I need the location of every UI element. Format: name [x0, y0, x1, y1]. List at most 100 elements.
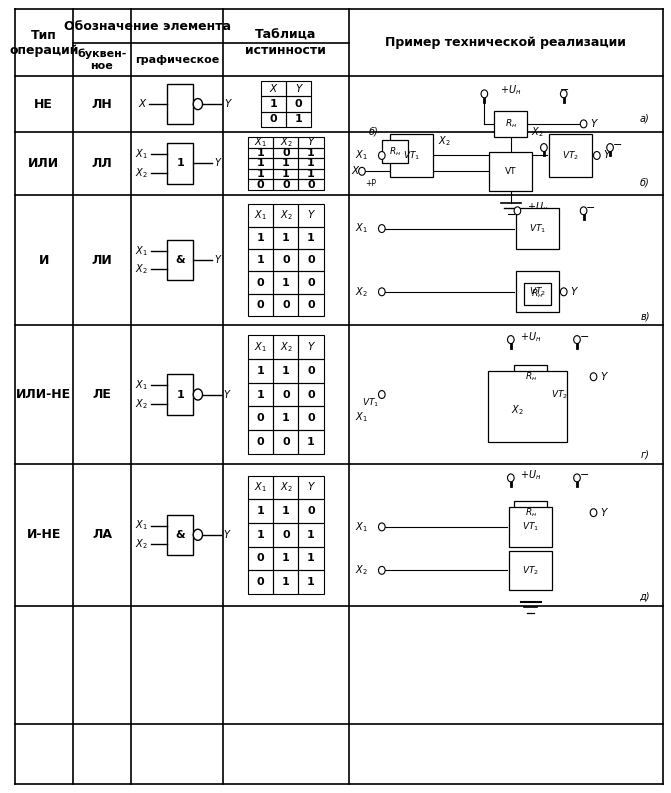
Bar [168, 515, 193, 555]
Text: 1: 1 [257, 147, 264, 158]
Bar [273, 137, 299, 147]
Bar [299, 359, 323, 383]
Text: $-$: $-$ [559, 82, 569, 93]
Bar [382, 140, 408, 163]
Text: Y: Y [215, 159, 220, 168]
Text: $X_2$: $X_2$ [135, 396, 148, 411]
Text: X: X [138, 99, 146, 109]
Bar [248, 293, 273, 316]
Bar [168, 240, 193, 281]
Text: $+U_н$: $+U_н$ [520, 330, 541, 344]
Text: $+U_н$: $+U_н$ [553, 138, 574, 152]
Bar [299, 271, 323, 293]
Text: $VT_1$: $VT_1$ [522, 521, 539, 533]
Text: ЛЛ: ЛЛ [91, 157, 112, 170]
Bar [248, 158, 273, 169]
Text: 0: 0 [282, 179, 290, 190]
Text: Y: Y [224, 99, 231, 109]
Text: 0: 0 [282, 300, 290, 310]
Bar [273, 293, 299, 316]
Text: $+U_н$: $+U_н$ [520, 469, 541, 482]
Bar [299, 476, 323, 500]
Text: $VT_2$: $VT_2$ [529, 285, 546, 298]
Bar [248, 227, 273, 249]
Bar [273, 383, 299, 406]
Text: НЕ: НЕ [34, 98, 53, 110]
Text: 1: 1 [307, 577, 315, 587]
Text: 1: 1 [307, 437, 315, 447]
Text: $X_1$: $X_1$ [254, 136, 267, 149]
Text: г): г) [641, 450, 650, 460]
Text: 1: 1 [257, 233, 264, 243]
Bar [168, 144, 193, 183]
Text: $X_1$: $X_1$ [135, 519, 148, 532]
Text: 0: 0 [270, 114, 277, 125]
Text: 0: 0 [307, 278, 315, 288]
Text: 1: 1 [295, 114, 303, 125]
Text: Y: Y [600, 372, 607, 381]
Text: 0: 0 [257, 554, 264, 564]
Text: 0: 0 [307, 506, 315, 516]
Text: Y: Y [603, 151, 610, 160]
Bar [248, 406, 273, 430]
Bar [248, 546, 273, 570]
Text: $-$: $-$ [612, 138, 622, 148]
Bar [286, 112, 311, 127]
Bar [248, 570, 273, 594]
Circle shape [481, 90, 488, 98]
Text: 1: 1 [307, 554, 315, 564]
Text: X: X [352, 167, 359, 176]
Text: 0: 0 [282, 437, 290, 447]
Text: 1: 1 [257, 255, 264, 265]
Text: $VT_1$: $VT_1$ [403, 149, 420, 162]
Bar [299, 137, 323, 147]
Bar [299, 169, 323, 179]
Circle shape [580, 207, 587, 215]
Bar [273, 476, 299, 500]
Bar [248, 359, 273, 383]
Text: И: И [38, 254, 49, 266]
Text: б): б) [640, 177, 650, 187]
Bar [299, 205, 323, 227]
Text: 1: 1 [257, 366, 264, 376]
Text: Y: Y [600, 508, 607, 518]
Text: $-$: $-$ [585, 201, 595, 210]
Bar [299, 430, 323, 454]
Text: 1: 1 [176, 389, 185, 400]
Bar [299, 158, 323, 169]
Bar [299, 293, 323, 316]
Text: $X_1$: $X_1$ [135, 244, 148, 258]
Circle shape [514, 207, 521, 215]
Bar [299, 546, 323, 570]
Circle shape [560, 288, 567, 296]
Text: 0: 0 [282, 255, 290, 265]
Circle shape [574, 474, 580, 482]
Text: $X_2$: $X_2$ [356, 285, 368, 299]
Bar [299, 249, 323, 271]
Bar [299, 523, 323, 546]
Text: $X_2$: $X_2$ [135, 166, 148, 179]
Text: 1: 1 [282, 366, 290, 376]
Text: $X_2$: $X_2$ [280, 136, 292, 149]
Bar [286, 97, 311, 112]
Bar [248, 271, 273, 293]
Bar [273, 359, 299, 383]
Bar [299, 406, 323, 430]
Text: 1: 1 [257, 159, 264, 168]
Bar [488, 371, 567, 442]
Text: 0: 0 [307, 179, 315, 190]
Bar [261, 97, 286, 112]
Text: ИЛИ-НЕ: ИЛИ-НЕ [16, 388, 71, 401]
Text: $VT_1$: $VT_1$ [362, 396, 379, 408]
Text: Y: Y [308, 482, 314, 492]
Text: $X_2$: $X_2$ [135, 262, 148, 276]
Text: 0: 0 [257, 300, 264, 310]
Bar [168, 84, 193, 125]
Text: а): а) [640, 114, 650, 124]
Bar [273, 523, 299, 546]
Circle shape [580, 120, 587, 128]
Text: 1: 1 [307, 159, 315, 168]
Text: 1: 1 [257, 530, 264, 540]
Text: $X_2$: $X_2$ [438, 134, 451, 147]
Bar [273, 570, 299, 594]
